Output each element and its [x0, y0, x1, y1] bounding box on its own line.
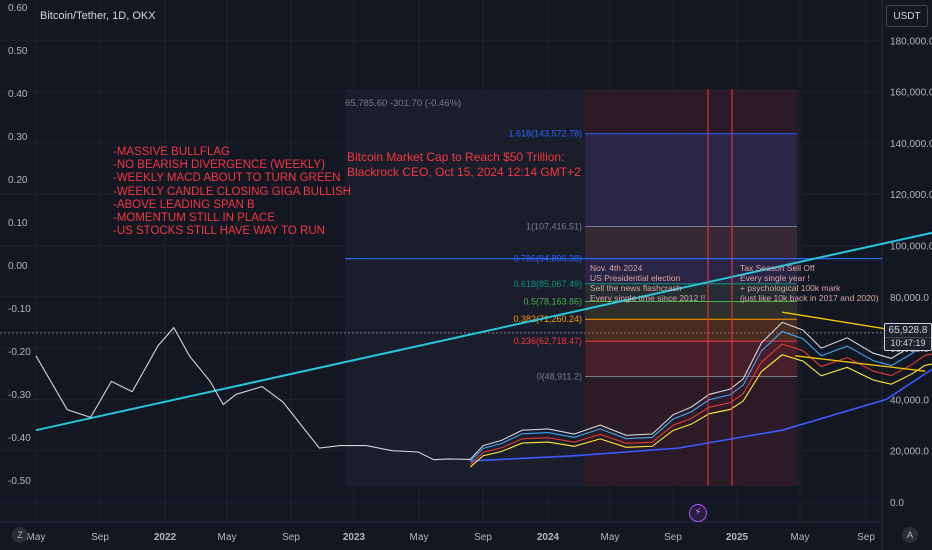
bull-list-item: -WEEKLY CANDLE CLOSING GIGA BULLISH [113, 185, 351, 198]
x-tick-label: May [218, 532, 237, 543]
y-tick-label: 40,000.0 [890, 395, 929, 406]
price-line [35, 321, 932, 461]
bull-list-item: -ABOVE LEADING SPAN B [113, 198, 255, 211]
y-tick-label-left: 0.40 [8, 89, 28, 100]
ribbon-blue [469, 330, 932, 462]
y-tick-label-left: -0.30 [8, 390, 31, 401]
ribbon-red [469, 343, 932, 465]
x-tick-label: May [27, 532, 46, 543]
measure-readout: 65,785.60 -301.70 (-0.46%) [345, 98, 462, 109]
y-tick-label: 160,000.0 [890, 88, 932, 99]
x-tick-label: Sep [857, 532, 875, 543]
x-tick-label: Sep [282, 532, 300, 543]
tax-line: Tax Season Sell Off [740, 263, 815, 273]
trendline [35, 231, 932, 432]
election-line: Nov. 4th 2024 [590, 263, 643, 273]
y-tick-label-left: 0.30 [8, 132, 28, 143]
chart-title: Bitcoin/Tether, 1D, OKX [40, 10, 156, 22]
x-tick-label: Sep [664, 532, 682, 543]
x-tick-label: May [601, 532, 620, 543]
fib-label: 0.618(85,067.49) [513, 279, 582, 289]
right-axis: 0.020,000.040,000.060,000.080,000.0100,0… [890, 36, 932, 509]
y-tick-label: 20,000.0 [890, 447, 929, 458]
news-line: Bitcoin Market Cap to Reach $50 Trillion… [347, 150, 565, 164]
fib-band [585, 319, 797, 342]
tax-line: + psychological 100k mark [740, 283, 841, 293]
election-line: Every single time since 2012 !! [590, 293, 706, 303]
time-axis: May Sep 2022 May Sep 2023 May Sep 2024 May Sep 2025… [27, 532, 876, 543]
y-tick-label-left: 0.60 [8, 3, 28, 14]
x-tick-label: 2025 [726, 532, 749, 543]
y-tick-label: 180,000.0 [890, 36, 932, 47]
election-line: Sell the news flashcrash [590, 283, 682, 293]
fib-label: 0.5(78,163.86) [523, 297, 582, 307]
fib-label: 1(107,416.51) [526, 221, 582, 231]
x-tick-label: May [791, 532, 810, 543]
news-note: Bitcoin Market Cap to Reach $50 Trillion… [347, 150, 581, 180]
y-tick-label-left: -0.40 [8, 433, 31, 444]
x-tick-label: 2023 [343, 532, 366, 543]
z-icon[interactable]: Z [12, 527, 28, 543]
election-line: US Presidential election [590, 273, 681, 283]
x-tick-label: 2022 [154, 532, 177, 543]
y-tick-label-left: -0.50 [8, 476, 31, 487]
y-tick-label: 140,000.0 [890, 139, 932, 150]
series-lines [0, 89, 932, 486]
last-price: 65,928.8 [888, 325, 928, 336]
bull-list-item: -US STOCKS STILL HAVE WAY TO RUN [113, 225, 325, 238]
bull-list-item: -WEEKLY MACD ABOUT TO TURN GREEN [113, 172, 341, 185]
auto-icon[interactable]: A [902, 527, 918, 543]
fib-label: 0.236(62,718.47) [513, 336, 582, 346]
y-tick-label: 0.0 [890, 498, 904, 509]
growth-curve [470, 368, 932, 462]
x-tick-label: 2024 [537, 532, 560, 543]
tax-note: Tax Season Sell Off Every single year ! … [740, 263, 878, 303]
y-tick-label: 80,000.0 [890, 293, 929, 304]
election-note: Nov. 4th 2024 US Presidential election S… [590, 263, 705, 303]
highlight-zone [585, 89, 797, 486]
ribbon-yellow [469, 354, 932, 468]
bull-list-item: -MASSIVE BULLFLAG [113, 146, 230, 158]
fib-band [585, 301, 797, 320]
lightning-icon[interactable]: ⚡ [689, 504, 707, 522]
bar-countdown: 10:47:19 [885, 337, 931, 350]
bull-list-note: -MASSIVE BULLFLAG -NO BEARISH DIVERGENCE… [113, 146, 351, 238]
x-tick-label: Sep [91, 532, 109, 543]
bull-flag-lower [795, 355, 926, 372]
fib-band [585, 341, 797, 377]
y-tick-label: 100,000.0 [890, 242, 932, 253]
left-axis: 0.60 0.50 0.40 0.30 0.20 0.10 0.00 -0.10 -0.20 -0… [8, 3, 31, 487]
news-line: Blackrock CEO, Oct 15, 2024 12:14 GMT+2 [347, 165, 581, 179]
y-tick-label-left: -0.10 [8, 304, 31, 315]
fib-band [585, 133, 797, 227]
y-tick-label-left: 0.50 [8, 46, 28, 57]
tax-line: (just like 10k back in 2017 and 2020) [740, 293, 879, 303]
fib-label: 1.618(143,572.78) [508, 129, 582, 139]
y-tick-label-left: 0.00 [8, 261, 28, 272]
fib-band [585, 226, 797, 259]
y-tick-label-left: -0.20 [8, 347, 31, 358]
fib-zone: 1.618(143,572.78)1(107,416.51)0.786(94,8… [345, 89, 882, 486]
tax-line: Every single year ! [740, 273, 810, 283]
bull-list-item: -NO BEARISH DIVERGENCE (WEEKLY) [113, 159, 325, 172]
y-tick-label-left: 0.10 [8, 218, 28, 229]
last-price-tag: 65,928.8 10:47:19 [884, 323, 932, 351]
currency-button[interactable]: USDT [886, 5, 928, 27]
y-tick-label: 120,000.0 [890, 190, 932, 201]
fib-label: 0(48,911.2) [537, 372, 582, 382]
x-tick-label: May [410, 532, 429, 543]
bull-list-item: -MOMENTUM STILL IN PLACE [113, 212, 275, 225]
fib-label: 0.382(71,260.24) [513, 314, 582, 324]
x-tick-label: Sep [474, 532, 492, 543]
y-tick-label-left: 0.20 [8, 175, 28, 186]
